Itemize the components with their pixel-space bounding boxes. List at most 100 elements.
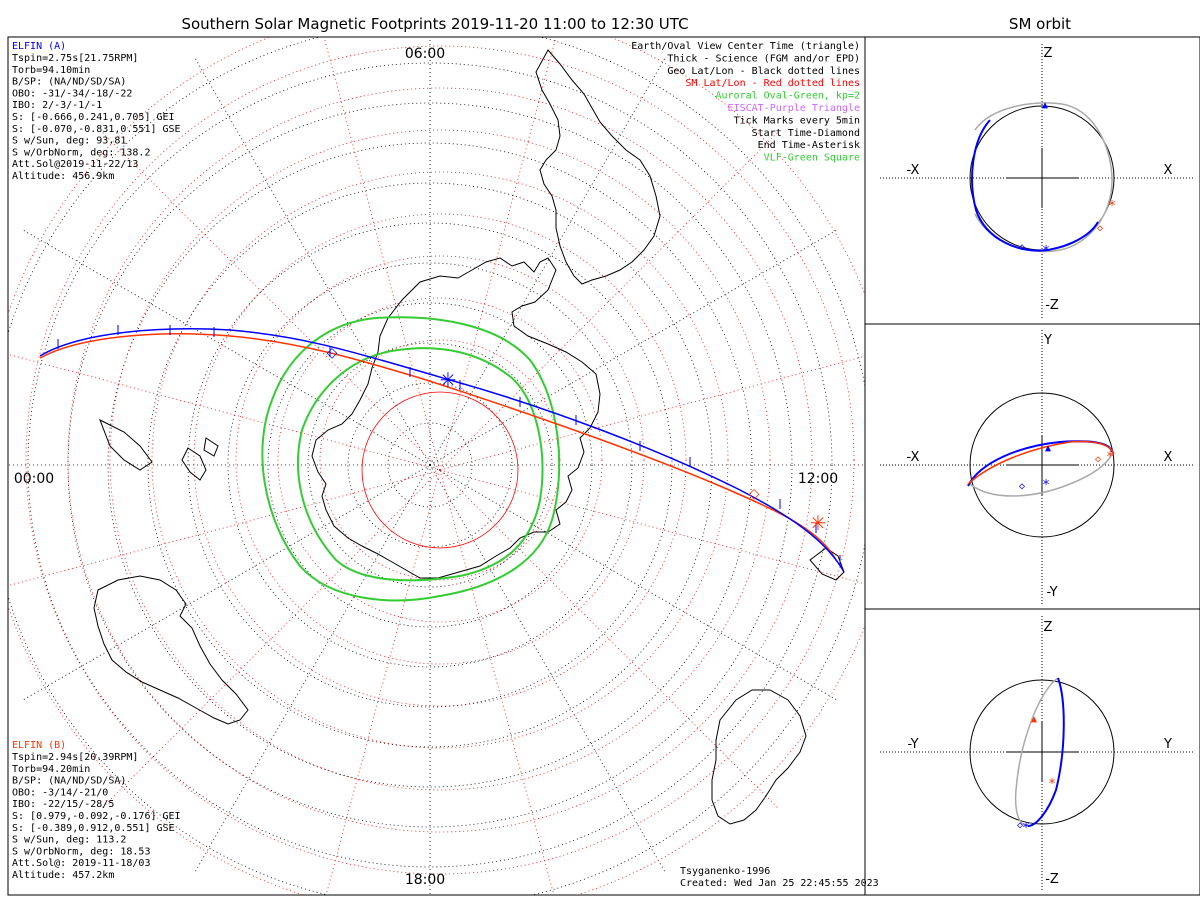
geo-lat-circle: [227, 262, 633, 668]
elfin-a-name: ELFIN (A): [12, 41, 66, 52]
elfin-a-footprint-track: [39, 328, 845, 573]
info-line: S: [-0.070,-0.831,0.551] GSE: [12, 124, 181, 135]
elfin-a-end-asterisk: *: [1022, 821, 1030, 836]
created-label: Created: Wed Jan 25 22:45:55 2023: [680, 878, 879, 889]
sm-lon-line: [100, 130, 441, 471]
geo-lon-line: [429, 57, 666, 466]
plot-title: Southern Solar Magnetic Footprints 2019-…: [181, 15, 688, 33]
elfin-a-start-diamond: ◇: [327, 345, 338, 361]
elfin-b-end-asterisk: ✳: [810, 511, 827, 535]
clock-label-00: 00:00: [14, 471, 54, 487]
elfin-b-start-diamond: ◇: [1097, 223, 1103, 234]
sm-lat-circle: [277, 297, 603, 623]
elfin-a-end-asterisk: ✳: [440, 368, 457, 392]
elfin-a-orbit: [1027, 677, 1065, 827]
geo-lon-line: [429, 229, 838, 466]
info-line: IBO: -22/15/-28/5: [12, 799, 114, 810]
elfin-a-start-diamond: ◇: [1017, 820, 1023, 831]
geo-lat-circle: [387, 422, 473, 508]
info-line: S: [-0.389,0.912,0.551] GSE: [12, 823, 175, 834]
geo-lat-circle: [267, 302, 593, 628]
clock-label-12: 12:00: [798, 471, 838, 487]
elfin-b-info: ELFIN (B) Tspin=2.94s[20.39RPM]Torb=94.2…: [12, 740, 181, 881]
info-line: IBO: 2/-3/-1/-1: [12, 100, 102, 111]
info-line: Tspin=2.94s[20.39RPM]: [12, 752, 138, 763]
sm-lon-line: [439, 469, 555, 895]
legend-entry: Geo Lat/Lon - Black dotted lines: [667, 66, 860, 77]
elfin-a-marker: ▲: [1045, 443, 1051, 454]
coastlines: [93, 49, 845, 825]
legend-entry: Tick Marks every 5min: [734, 115, 860, 126]
satellite-tracks: ◇ ◇ ✳ ✳: [39, 325, 845, 573]
sm-lon-line: [439, 469, 865, 585]
sm-lon-line: [8, 353, 441, 471]
sm-lon-line: [325, 469, 441, 895]
info-line: S w/OrbNorm, deg: 18.53: [12, 846, 150, 857]
model-label: Tsyganenko-1996: [680, 866, 770, 877]
sm-lat-circle: [193, 213, 687, 707]
axis-right-label: X: [1164, 163, 1173, 178]
sm-lat-circle: [25, 45, 855, 875]
geo-lat-circle: [27, 62, 833, 868]
sm-grid: [8, 37, 865, 895]
axis-left-label: -Y: [907, 737, 918, 752]
elfin-b-orbit: [1014, 677, 1059, 827]
orbit-panel-1-content: Z -Z -X X ▲ * * ◇ ◇: [880, 44, 1195, 318]
axis-top-label: Z: [1044, 46, 1053, 61]
legend-entry: SM Lat/Lon - Red dotted lines: [685, 78, 860, 89]
africa-coastline: [711, 689, 807, 825]
legend-entry: Auroral Oval-Green, kp=2: [716, 91, 861, 102]
sm-lat-circle-solid: [361, 391, 519, 549]
info-line: S: [-0.666,0.241,0.705] GEI: [12, 112, 175, 123]
geo-lat-circle: [187, 222, 673, 708]
elfin-b-start-diamond: ◇: [1095, 454, 1101, 465]
geo-lat-circle: [147, 182, 713, 748]
axis-bottom-label: -Z: [1045, 872, 1059, 887]
axis-top-label: Z: [1044, 620, 1053, 635]
info-line: Altitude: 457.2km: [12, 870, 114, 881]
legend-entry: End Time-Asterisk: [758, 140, 860, 151]
sm-lat-circle: [67, 87, 813, 833]
south-america-coastline: [535, 49, 661, 285]
sm-lon-line: [323, 37, 441, 471]
australia-coastline: [93, 575, 249, 725]
elfin-a-start-diamond: ◇: [1019, 242, 1025, 253]
elfin-b-end-asterisk: *: [1108, 199, 1116, 214]
legend-entry: Earth/Oval View Center Time (triangle): [631, 41, 860, 52]
elfin-b-orbit: [969, 453, 1113, 497]
info-line: Altitude: 456.9km: [12, 171, 114, 182]
elfin-a-start-diamond: ◇: [1019, 481, 1025, 492]
axis-right-label: X: [1164, 450, 1173, 465]
orbit-panel-2-content: Y -Y -X X ▲ * * ◇ ◇: [880, 330, 1195, 604]
sm-lat-circle: [235, 255, 645, 665]
legend-entry: Start Time-Diamond: [752, 128, 860, 139]
auroral-oval-outer: [261, 316, 561, 602]
elfin-a-info: ELFIN (A) Tspin=2.75s[21.75RPM]Torb=94.1…: [12, 41, 181, 182]
orbit-panel-xz: [864, 36, 1200, 325]
geo-lon-line: [194, 57, 431, 466]
sm-lat-circle: [151, 171, 729, 749]
new-zealand-coastline: [181, 437, 219, 481]
info-line: Tspin=2.75s[21.75RPM]: [12, 53, 138, 64]
axis-bottom-label: -Z: [1045, 298, 1059, 313]
elfin-b-marker: ▲: [1031, 714, 1037, 725]
sm-lon-line: [100, 469, 441, 810]
axis-top-label: Y: [1043, 333, 1052, 348]
info-line: S w/OrbNorm, deg: 138.2: [12, 147, 150, 158]
polar-map: ◇ ◇ ✳ ✳ 06:00 00:00 12:00 18:00: [8, 37, 865, 895]
earth-circle: [969, 679, 1115, 825]
info-line: OBO: -3/14/-21/0: [12, 787, 108, 798]
elfin-b-name: ELFIN (B): [12, 740, 66, 751]
elfin-b-start-diamond: ◇: [749, 486, 760, 502]
sm-lat-circle: [109, 129, 771, 791]
elfin-a-end-asterisk: *: [1042, 478, 1050, 493]
legend-entry: EISCAT-Purple Triangle: [728, 103, 860, 114]
elfin-a-orbit: [971, 119, 1099, 252]
sm-lon-line: [8, 469, 441, 587]
sm-lon-line: [439, 355, 865, 471]
elfin-a-marker: ▲: [1042, 100, 1048, 111]
info-line: S w/Sun, deg: 93.81: [12, 136, 126, 147]
info-line: S w/Sun, deg: 113.2: [12, 835, 126, 846]
axis-left-label: -X: [907, 450, 920, 465]
info-line: Torb=94.10min: [12, 65, 90, 76]
